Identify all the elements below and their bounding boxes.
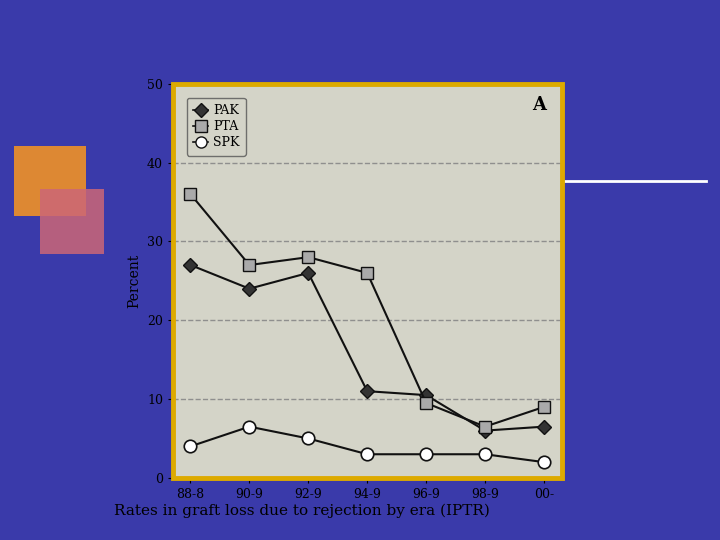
Text: Rates in graft loss due to rejection by era (IPTR): Rates in graft loss due to rejection by …: [114, 504, 490, 518]
Bar: [173, 84, 562, 478]
Text: A: A: [532, 96, 546, 113]
Legend: PAK, PTA, SPK: PAK, PTA, SPK: [186, 98, 246, 156]
Y-axis label: Percent: Percent: [127, 254, 142, 308]
FancyBboxPatch shape: [40, 189, 104, 254]
FancyBboxPatch shape: [14, 146, 86, 216]
